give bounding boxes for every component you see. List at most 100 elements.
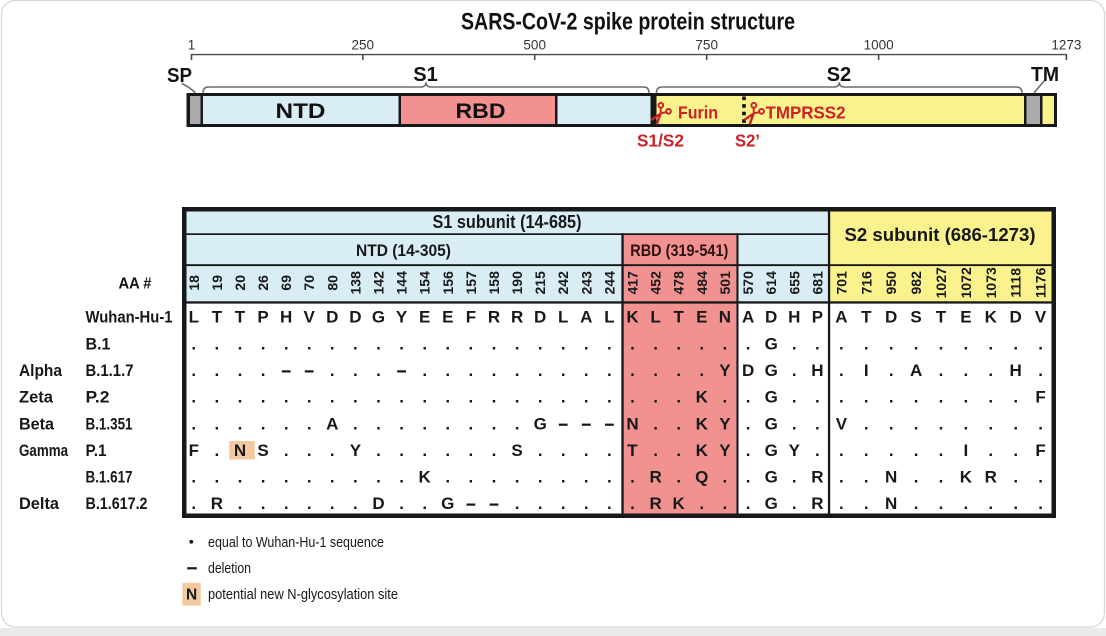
svg-text:E: E [419,308,430,327]
svg-text:.: . [353,388,358,407]
svg-text:N: N [186,587,197,604]
svg-text:.: . [191,361,196,380]
svg-text:Delta: Delta [19,495,60,513]
svg-text:V: V [836,414,848,433]
svg-text:.: . [676,414,681,433]
svg-text:1072: 1072 [958,267,974,298]
svg-text:.: . [261,414,266,433]
svg-text:.: . [653,361,658,380]
svg-text:.: . [191,414,196,433]
svg-text:.: . [445,388,450,407]
svg-text:S1: S1 [413,64,437,86]
svg-text:B.1.617.2: B.1.617.2 [86,495,148,513]
svg-text:.: . [584,361,589,380]
svg-text:RBD (319-541): RBD (319-541) [630,242,728,260]
svg-text:H: H [1010,361,1022,380]
svg-text:P.1: P.1 [86,442,107,460]
svg-text:982: 982 [908,271,924,295]
svg-text:Furin: Furin [678,102,718,122]
svg-text:.: . [914,494,919,513]
svg-text:.: . [939,361,944,380]
svg-text:.: . [630,468,635,487]
svg-text:.: . [284,414,289,433]
svg-text:.: . [864,468,869,487]
svg-text:.: . [399,468,404,487]
svg-text:.: . [914,414,919,433]
svg-text:.: . [1013,494,1018,513]
svg-text:.: . [399,494,404,513]
svg-text:Y: Y [719,441,731,460]
svg-text:.: . [215,414,220,433]
svg-text:.: . [653,441,658,460]
svg-text:.: . [191,334,196,353]
svg-text:.: . [538,494,543,513]
svg-text:.: . [238,388,243,407]
svg-text:D: D [742,361,754,380]
svg-text:.: . [238,414,243,433]
svg-text:.: . [939,441,944,460]
svg-text:.: . [561,441,566,460]
svg-text:A: A [580,308,592,327]
svg-text:.: . [988,388,993,407]
svg-text:.: . [699,334,704,353]
svg-text:.: . [964,414,969,433]
svg-text:655: 655 [786,271,802,295]
svg-text:.: . [792,468,797,487]
svg-text:.: . [746,441,751,460]
svg-text:.: . [792,388,797,407]
svg-text:1: 1 [188,38,196,53]
svg-text:L: L [189,308,199,327]
svg-text:S: S [257,441,268,460]
svg-text:T: T [212,308,223,327]
svg-text:250: 250 [352,38,375,53]
svg-text:.: . [399,334,404,353]
svg-text:.: . [538,361,543,380]
svg-text:.: . [792,494,797,513]
svg-text:.: . [492,441,497,460]
svg-text:.: . [746,494,751,513]
svg-text:.: . [191,388,196,407]
svg-text:D: D [534,308,546,327]
svg-text:P.2: P.2 [86,389,110,407]
svg-text:.: . [914,468,919,487]
svg-text:N: N [719,308,731,327]
svg-text:.: . [215,361,220,380]
svg-text:.: . [723,494,728,513]
svg-text:.: . [1013,388,1018,407]
svg-text:L: L [604,308,614,327]
svg-text:.: . [261,361,266,380]
svg-text:.: . [864,388,869,407]
svg-text:.: . [889,334,894,353]
svg-text:.: . [422,361,427,380]
svg-text:S1 subunit (14-685): S1 subunit (14-685) [433,212,582,232]
svg-text:S1/S2: S1/S2 [637,131,684,151]
svg-text:.: . [515,494,520,513]
svg-text:157: 157 [463,271,479,295]
svg-text:.: . [914,388,919,407]
svg-text:.: . [399,414,404,433]
svg-text:.: . [330,468,335,487]
svg-text:142: 142 [371,271,387,295]
svg-text:.: . [538,334,543,353]
svg-text:Alpha: Alpha [19,362,63,380]
svg-text:.: . [307,388,312,407]
svg-text:.: . [284,334,289,353]
svg-text:.: . [1013,441,1018,460]
svg-text:.: . [964,361,969,380]
svg-text:80: 80 [324,275,340,291]
svg-text:.: . [630,388,635,407]
svg-text:.: . [538,468,543,487]
svg-text:F: F [189,441,199,460]
svg-text:.: . [676,388,681,407]
svg-text:G: G [534,414,547,433]
svg-text:.: . [353,468,358,487]
svg-text:.: . [1038,468,1043,487]
svg-text:154: 154 [417,271,433,295]
svg-text:B.1.617: B.1.617 [86,469,133,487]
svg-text:D: D [349,308,361,327]
svg-text:.: . [889,414,894,433]
svg-text:SARS-CoV-2 spike protein struc: SARS-CoV-2 spike protein structure [461,9,795,36]
svg-text:190: 190 [509,271,525,295]
svg-text:.: . [676,334,681,353]
svg-text:.: . [630,361,635,380]
